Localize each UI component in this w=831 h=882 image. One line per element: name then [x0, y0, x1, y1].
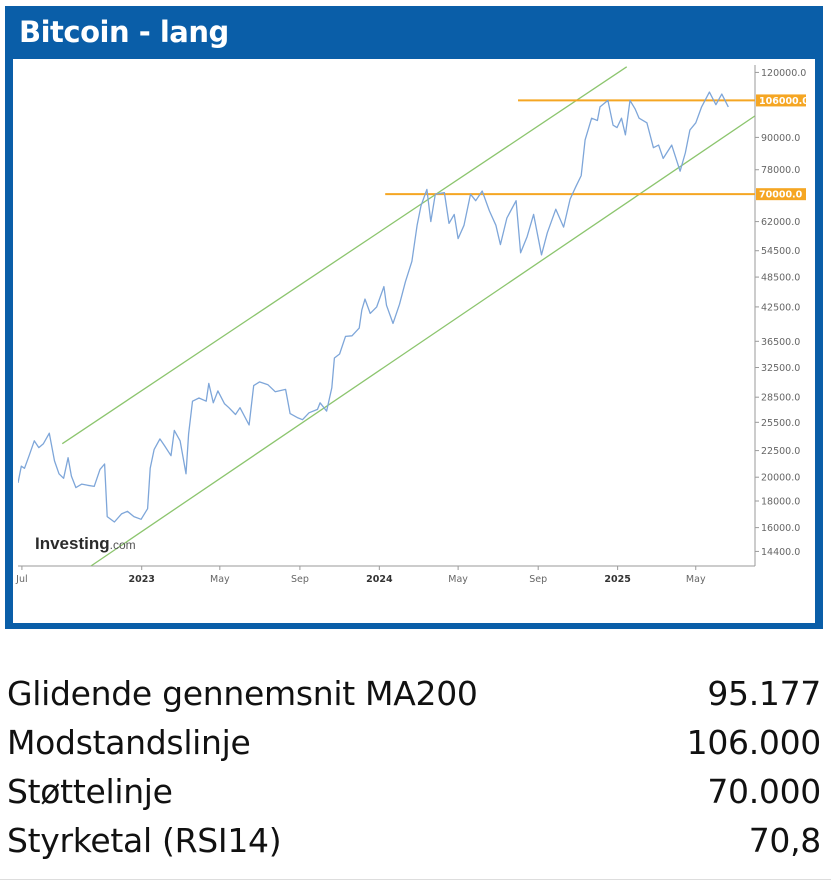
x-tick-label: 2023: [128, 574, 154, 585]
level-tag: [756, 94, 806, 107]
x-tick-label: Sep: [291, 574, 309, 585]
stat-row-rsi: Styrketal (RSI14) 70,8: [0, 815, 831, 864]
stat-label-ma200: Glidende gennemsnit MA200: [7, 674, 478, 713]
x-tick-label: 2025: [604, 574, 630, 585]
y-tick-label: 22500.0: [761, 446, 800, 457]
chart-area: 14400.0 16000.0 18000.0 20000.0 22500.0 25500…: [13, 59, 815, 623]
channel-line-lower: [90, 115, 755, 566]
y-tick-label: 25500.0: [761, 418, 800, 429]
stat-label-resistance: Modstandslinje: [7, 723, 251, 762]
stat-value-support: 70.000: [707, 772, 821, 811]
level-tag: [756, 188, 806, 201]
x-tick-label: May: [686, 574, 706, 585]
x-tick-label: Jul: [15, 574, 27, 585]
x-tick-label: 2024: [366, 574, 393, 585]
x-tick-label: Sep: [529, 574, 547, 585]
chart-title: Bitcoin - lang: [19, 15, 229, 49]
stat-value-ma200: 95.177: [707, 674, 821, 713]
channel-line-upper: [61, 66, 628, 445]
price-series-line: [18, 91, 729, 523]
chart-panel: Bitcoin - lang 14400.0 16000.0 18000.0 2000…: [5, 6, 823, 629]
stats-table: Glidende gennemsnit MA200 95.177 Modstan…: [0, 668, 831, 864]
level-tag-label: 70000.0: [759, 190, 803, 201]
y-tick-label: 32500.0: [761, 363, 800, 374]
x-tick-label: May: [448, 574, 468, 585]
stat-label-support: Støttelinje: [7, 772, 173, 811]
investing-logo-suffix: .com: [110, 538, 136, 552]
stat-row-ma200: Glidende gennemsnit MA200 95.177: [0, 668, 831, 717]
y-tick-label: 18000.0: [761, 497, 800, 508]
x-tick-label: May: [210, 574, 230, 585]
y-tick-label: 54500.0: [761, 246, 800, 257]
y-tick-label: 16000.0: [761, 523, 800, 534]
y-tick-label: 62000.0: [761, 217, 800, 228]
price-chart: 14400.0 16000.0 18000.0 20000.0 22500.0 25500…: [15, 65, 809, 585]
investing-logo: Investing.com: [35, 534, 136, 553]
investing-logo-brand: Investing: [35, 534, 110, 553]
y-tick-label: 14400.0: [761, 547, 800, 558]
stat-value-resistance: 106.000: [686, 723, 822, 762]
y-tick-label: 36500.0: [761, 337, 800, 348]
y-tick-label: 120000.0: [761, 68, 806, 79]
stat-row-support: Støttelinje 70.000: [0, 766, 831, 815]
y-tick-label: 90000.0: [761, 133, 800, 144]
bottom-divider: [0, 879, 831, 880]
level-tag-label: 106000.0: [759, 96, 809, 107]
y-tick-label: 20000.0: [761, 473, 800, 484]
y-tick-label: 42500.0: [761, 302, 800, 313]
y-tick-label: 48500.0: [761, 273, 800, 284]
y-tick-label: 28500.0: [761, 393, 800, 404]
stat-row-resistance: Modstandslinje 106.000: [0, 717, 831, 766]
stat-value-rsi: 70,8: [748, 821, 822, 860]
stat-label-rsi: Styrketal (RSI14): [7, 821, 282, 860]
plot-layer: [18, 66, 755, 566]
y-tick-label: 78000.0: [761, 165, 800, 176]
